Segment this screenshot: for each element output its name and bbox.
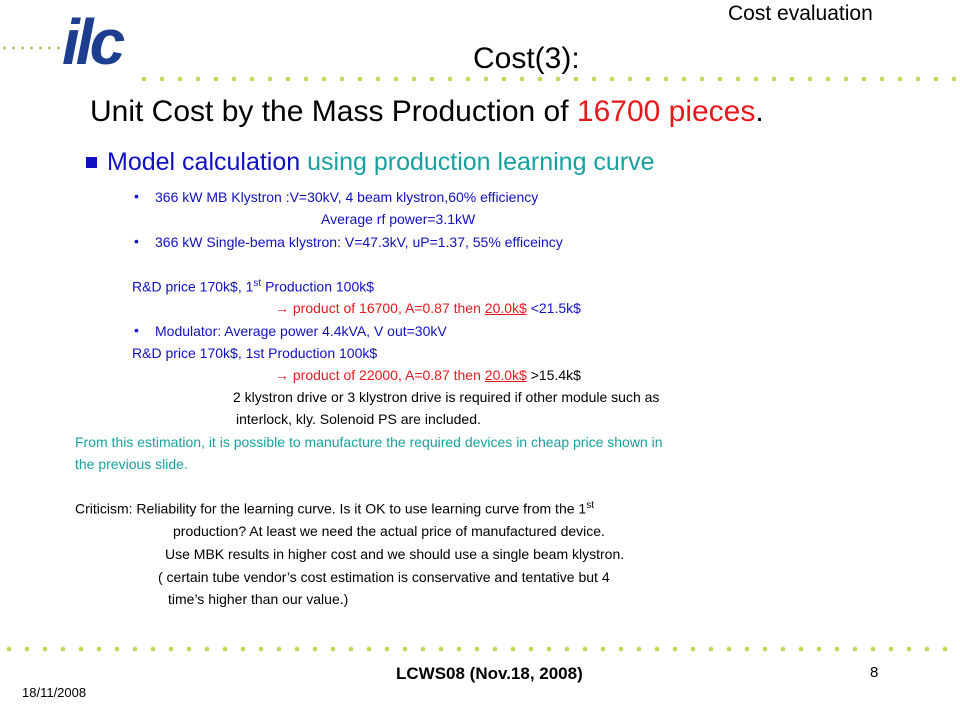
line-modulator: Modulator: Average power 4.4kVA, V out=3… (155, 323, 447, 339)
line-rd-price-2: R&D price 170k$, 1st Production 100k$ (132, 345, 378, 361)
arrow-icon: → (275, 367, 289, 383)
bullet-part2: using production learning curve (307, 148, 655, 176)
line-mbk: Use MBK results in higher cost and we sh… (165, 546, 625, 562)
subtitle-main: Unit Cost by the Mass Production of (90, 95, 577, 128)
main-bullet-marker (86, 157, 97, 168)
line-product-22000: → product of 22000, A=0.87 then 20.0k$ >… (275, 367, 581, 383)
line-criticism: Criticism: Reliability for the learning … (75, 500, 594, 517)
subtitle-highlight: 16700 pieces (576, 95, 756, 128)
arrow-icon: → (275, 300, 289, 316)
product-compare: <21.5k$ (526, 300, 581, 316)
footer-dots (0, 646, 960, 652)
product-price: 20.0k$ (484, 300, 527, 316)
criticism-sup: st (586, 500, 594, 511)
product-text: product of 22000, A=0.87 then (289, 367, 485, 383)
section-title: Cost evaluation (728, 2, 873, 25)
main-bullet: Model calculation using production learn… (107, 148, 655, 177)
sub-bullet-marker: • (134, 322, 139, 338)
bullet-part1: Model calculation (107, 148, 308, 176)
line-single-beam: 366 kW Single-bema klystron: V=47.3kV, u… (155, 234, 563, 250)
sub-bullet-marker: • (134, 233, 139, 249)
slide-title: Cost(3): (473, 42, 580, 75)
product-price: 20.0k$ (484, 367, 527, 383)
criticism-text: Criticism: Reliability for the learning … (75, 500, 587, 517)
header-dots (135, 76, 960, 82)
footer-date: 18/11/2008 (22, 685, 87, 700)
line-rd-price-1: R&D price 170k$, 1st Production 100k$ (132, 278, 374, 295)
rd-price-text-2: Production 100k$ (261, 278, 375, 295)
line-mb-klystron: 366 kW MB Klystron :V=30kV, 4 beam klyst… (155, 189, 539, 205)
footer-conference: LCWS08 (Nov.18, 2008) (396, 664, 583, 683)
product-text: product of 16700, A=0.87 then (289, 300, 485, 316)
page-number: 8 (870, 664, 879, 681)
product-compare: >15.4k$ (526, 367, 581, 383)
slide-subtitle: Unit Cost by the Mass Production of 1670… (90, 95, 764, 129)
rd-price-text: R&D price 170k$, 1 (132, 278, 254, 295)
line-estimation: From this estimation, it is possible to … (75, 434, 663, 450)
subtitle-end: . (755, 95, 764, 128)
line-production: production? At least we need the actual … (173, 523, 605, 539)
line-klystron-drive: 2 klystron drive or 3 klystron drive is … (233, 389, 660, 405)
sub-bullet-marker: • (134, 188, 139, 204)
ilc-logo: ilc (62, 6, 125, 78)
line-higher: time’s higher than our value.) (168, 591, 349, 607)
header-dots-left (0, 45, 62, 51)
line-interlock: interlock, kly. Solenoid PS are included… (236, 411, 481, 427)
line-product-16700: → product of 16700, A=0.87 then 20.0k$ <… (275, 300, 581, 316)
rd-price-sup: st (253, 278, 262, 289)
line-avg-rf-power: Average rf power=3.1kW (321, 211, 476, 227)
line-vendor: ( certain tube vendor’s cost estimation … (158, 569, 610, 585)
line-previous-slide: the previous slide. (75, 456, 188, 472)
